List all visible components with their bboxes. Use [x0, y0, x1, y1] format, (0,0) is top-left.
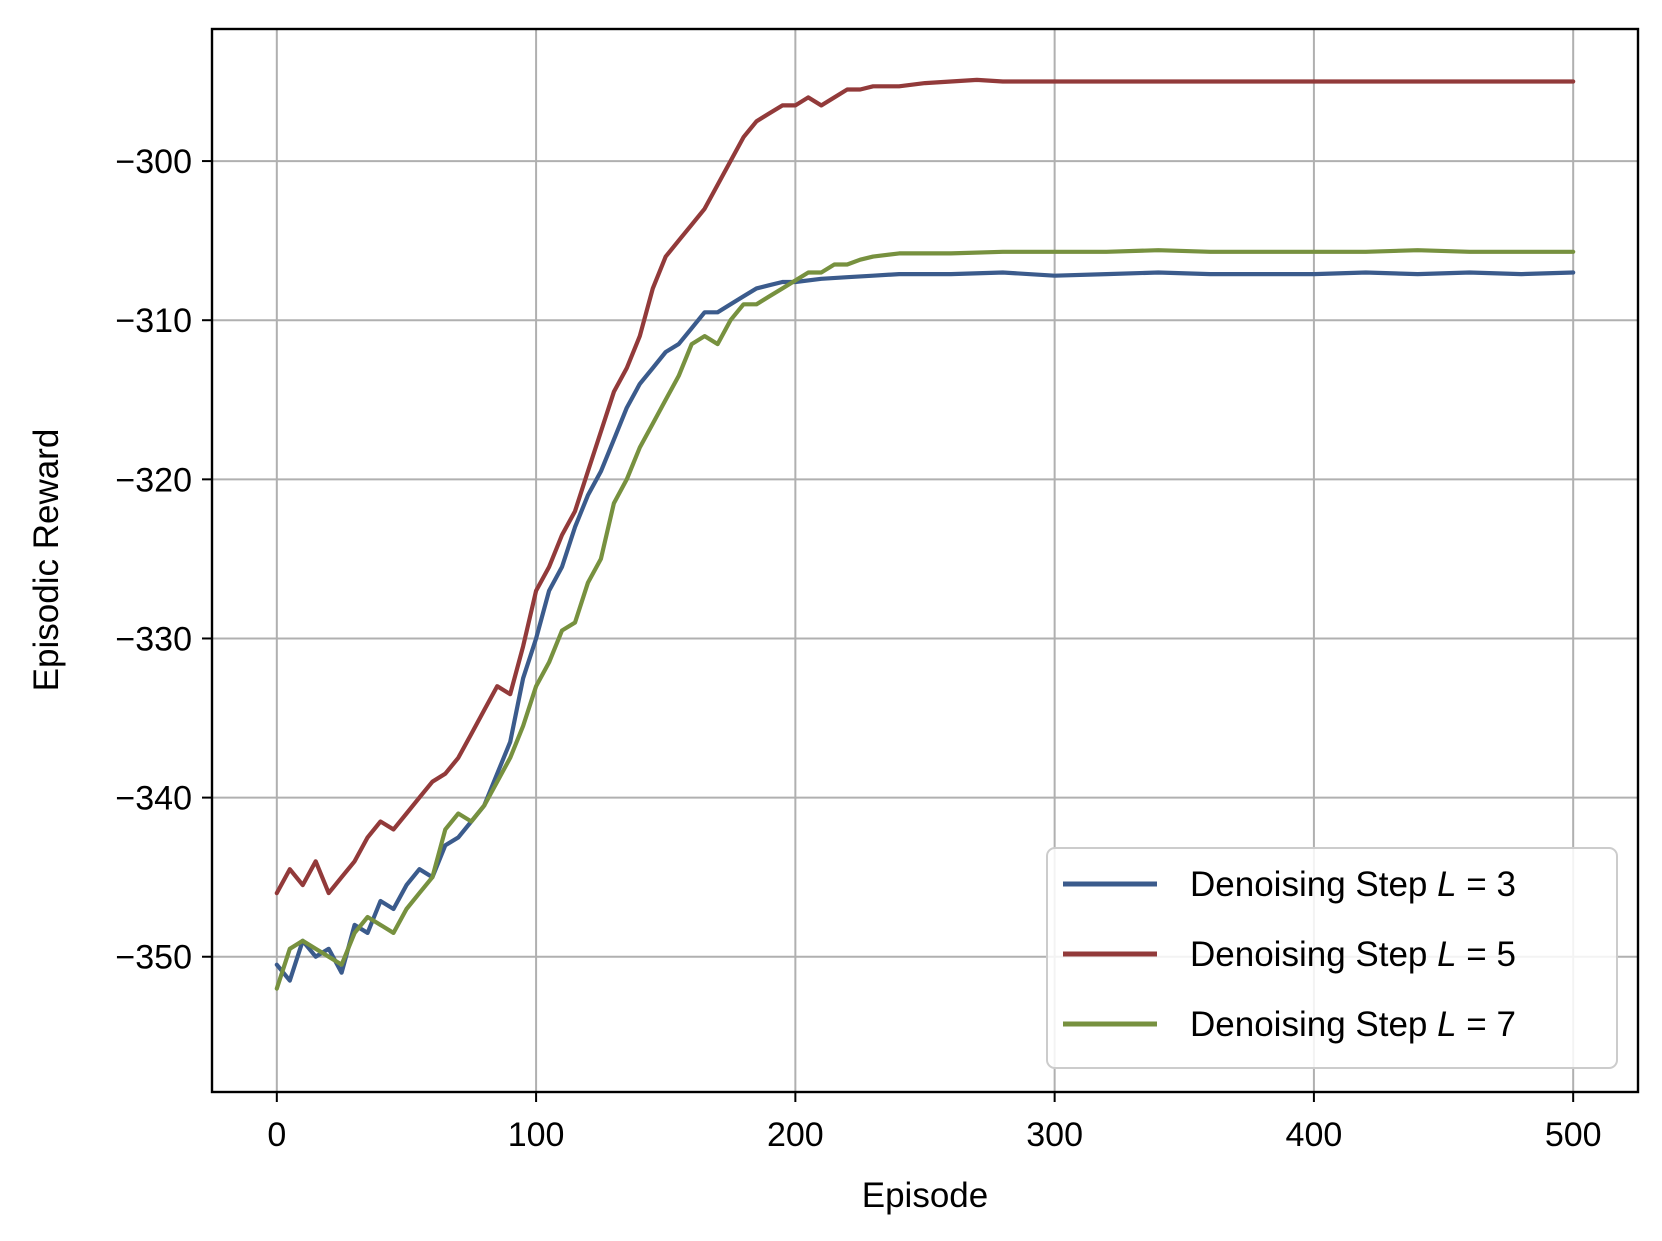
y-tick-label: −320 [115, 461, 192, 499]
series-line-0 [274, 270, 1576, 983]
legend-label-prefix: Denoising Step [1190, 1005, 1437, 1044]
legend-box [1046, 847, 1618, 1069]
x-tick-label: 300 [1026, 1116, 1083, 1154]
y-tick-label: −310 [115, 302, 192, 340]
x-tick-label: 0 [267, 1116, 286, 1154]
legend-label-suffix: = 3 [1457, 865, 1516, 904]
plot-frame [210, 27, 1640, 1094]
legend-label-suffix: = 7 [1457, 1005, 1516, 1044]
x-axis-ticks: 0 100 200 300 400 500 [267, 1092, 1602, 1154]
legend-label-1: Denoising Step L = 5 [1190, 935, 1516, 974]
legend-label-0: Denoising Step L = 3 [1190, 865, 1516, 904]
y-tick-label: −300 [115, 143, 192, 181]
y-tick-label: −350 [115, 939, 192, 977]
x-tick-label: 400 [1286, 1116, 1343, 1154]
x-tick-label: 500 [1545, 1116, 1602, 1154]
series-line-2 [274, 248, 1576, 991]
y-axis-ticks: −350 −340 −330 −320 −310 −300 [115, 143, 212, 977]
legend-label-suffix: = 5 [1457, 935, 1516, 974]
series-line-1 [274, 77, 1576, 896]
legend-label-2: Denoising Step L = 7 [1190, 1005, 1516, 1044]
legend-label-variable: L [1437, 935, 1456, 974]
legend-label-variable: L [1437, 1005, 1456, 1044]
legend-label-prefix: Denoising Step [1190, 935, 1437, 974]
y-axis-label: Episodic Reward [27, 429, 66, 692]
legend-label-variable: L [1437, 865, 1456, 904]
y-tick-label: −340 [115, 780, 192, 818]
x-tick-label: 100 [508, 1116, 565, 1154]
y-tick-label: −330 [115, 620, 192, 658]
x-axis-label: Episode [862, 1176, 988, 1215]
series-lines [274, 77, 1576, 991]
legend-label-prefix: Denoising Step [1190, 865, 1437, 904]
x-tick-label: 200 [767, 1116, 824, 1154]
